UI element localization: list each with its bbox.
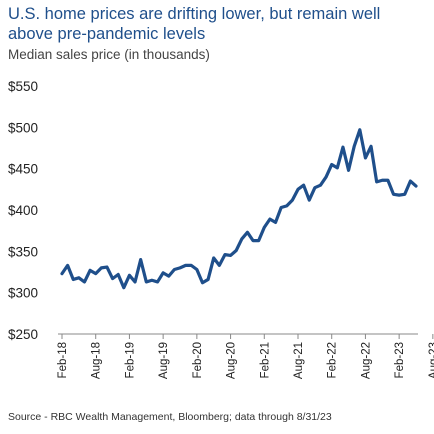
y-tick-label: $350: [8, 244, 38, 259]
x-tick-label: Feb-19: [124, 342, 136, 378]
x-tick-label: Feb-20: [192, 342, 204, 378]
chart-title: U.S. home prices are drifting lower, but…: [8, 5, 381, 43]
y-tick-label: $250: [8, 327, 38, 342]
y-tick-label: $400: [8, 203, 38, 218]
y-tick-label: $300: [8, 286, 38, 301]
x-tick-label: Feb-22: [327, 342, 339, 378]
y-tick-label: $500: [8, 120, 38, 135]
x-tick-label: Aug-19: [158, 342, 170, 379]
x-tick-label: Aug-23: [428, 342, 434, 379]
x-tick-label: Aug-21: [293, 342, 305, 379]
x-tick-label: Feb-21: [259, 342, 271, 378]
x-tick-label: Aug-18: [91, 342, 103, 379]
x-tick-label: Aug-20: [226, 342, 238, 379]
chart-subtitle: Median sales price (in thousands): [8, 47, 210, 62]
x-tick-label: Aug-22: [360, 342, 372, 379]
median-price-series-line: [60, 128, 418, 290]
source-note: Source - RBC Wealth Management, Bloomber…: [8, 411, 332, 423]
x-tick-label: Feb-18: [57, 342, 69, 378]
y-tick-label: $550: [8, 79, 38, 94]
y-tick-label: $450: [8, 162, 38, 177]
x-tick-label: Feb-23: [394, 342, 406, 378]
